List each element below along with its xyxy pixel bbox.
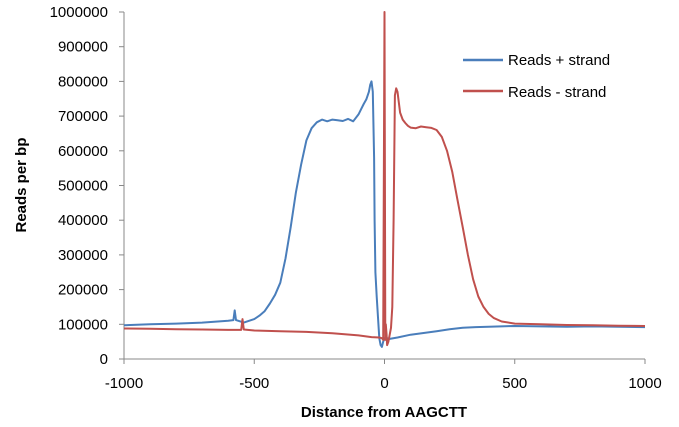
y-axis-title: Reads per bp bbox=[13, 137, 30, 232]
y-tick-label: 500000 bbox=[58, 178, 108, 195]
y-tick-label: 400000 bbox=[58, 212, 108, 229]
y-tick-label: 800000 bbox=[58, 73, 108, 90]
y-tick-label: 700000 bbox=[58, 108, 108, 125]
y-tick-label: 300000 bbox=[58, 247, 108, 264]
x-tick-labels: -1000 -500 0 500 1000 bbox=[105, 359, 662, 392]
y-tick-label: 900000 bbox=[58, 39, 108, 56]
y-tick-label: 1000000 bbox=[50, 4, 108, 21]
y-tick-label: 0 bbox=[100, 351, 108, 368]
series-line-minus-strand bbox=[123, 11, 646, 347]
x-tick-label: 1000 bbox=[628, 375, 661, 392]
x-axis-title: Distance from AAGCTT bbox=[301, 404, 467, 421]
y-tick-label: 200000 bbox=[58, 282, 108, 299]
legend-label-minus: Reads - strand bbox=[508, 84, 606, 101]
legend: Reads + strand Reads - strand bbox=[463, 52, 610, 101]
legend-label-plus: Reads + strand bbox=[508, 52, 610, 69]
y-tick-label: 600000 bbox=[58, 143, 108, 160]
series-layer bbox=[123, 11, 646, 348]
x-tick-label: 0 bbox=[380, 375, 388, 392]
x-tick-label: 500 bbox=[502, 375, 527, 392]
x-tick-label: -500 bbox=[239, 375, 269, 392]
x-tick-label: -1000 bbox=[105, 375, 143, 392]
series-line-plus-strand bbox=[123, 80, 646, 348]
y-tick-label: 100000 bbox=[58, 316, 108, 333]
y-tick-labels: 0 100000 200000 300000 400000 500000 600000 700… bbox=[50, 4, 124, 368]
